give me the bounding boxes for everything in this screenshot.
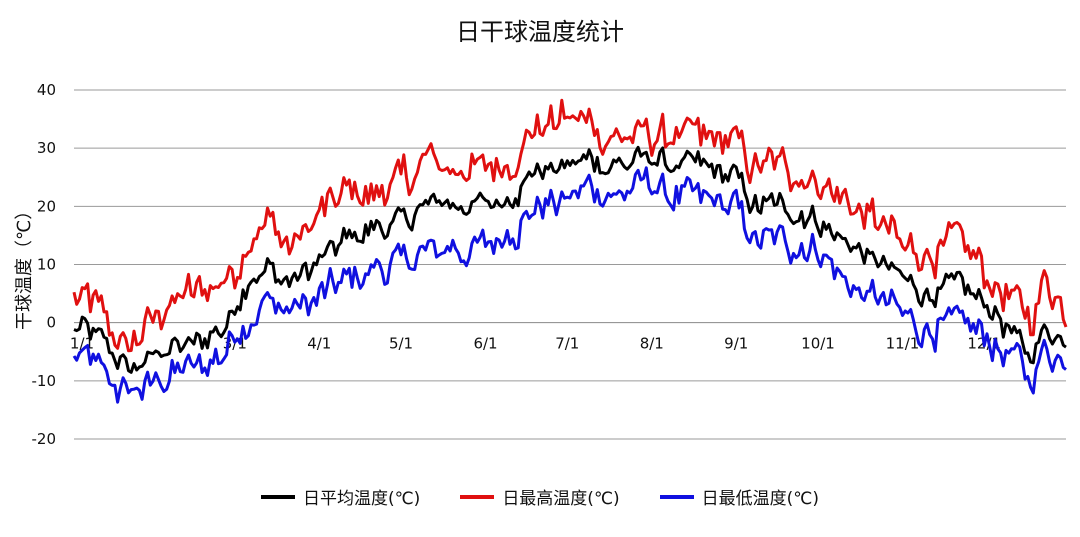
legend-item-min: 日最低温度(℃)	[659, 484, 820, 509]
series-line-max	[72, 98, 1068, 353]
x-tick-label: 11/1	[886, 335, 920, 353]
legend-swatch	[659, 494, 694, 499]
series-line-avg	[73, 145, 1067, 374]
x-tick-label: 8/1	[640, 335, 664, 353]
x-tick-label: 6/1	[473, 335, 497, 353]
series-line-min	[72, 166, 1067, 404]
legend-label: 日最高温度(℃)	[502, 489, 620, 509]
y-tick-label: 20	[37, 197, 56, 215]
legend-swatch	[260, 494, 295, 499]
y-tick-label: 10	[37, 256, 56, 274]
y-tick-label: 30	[37, 139, 56, 157]
y-tick-label: 40	[37, 81, 56, 99]
x-tick-label: 5/1	[389, 335, 413, 353]
y-tick-label: -20	[32, 430, 57, 448]
legend-label: 日平均温度(℃)	[302, 489, 421, 509]
y-axis-label: 干球温度（℃）	[14, 201, 35, 330]
y-tick-label: 0	[46, 314, 56, 332]
legend-item-max: 日最高温度(℃)	[460, 484, 620, 509]
series-lines	[72, 98, 1068, 404]
x-tick-label: 9/1	[724, 335, 748, 353]
x-tick-label: 7/1	[555, 335, 579, 353]
legend: 日平均温度(℃) 日最高温度(℃) 日最低温度(℃)	[0, 484, 1080, 509]
grid-lines	[74, 89, 1066, 440]
x-tick-label: 4/1	[307, 335, 331, 353]
y-tick-label: -10	[32, 372, 57, 390]
y-tick-labels: -20 -10 0 10 20 30 40	[32, 81, 57, 448]
legend-label: 日最低温度(℃)	[701, 489, 820, 509]
legend-item-avg: 日平均温度(℃)	[260, 484, 421, 509]
x-tick-label: 10/1	[801, 335, 835, 353]
chart-title: 日干球温度统计	[456, 18, 624, 46]
legend-swatch	[460, 494, 495, 499]
